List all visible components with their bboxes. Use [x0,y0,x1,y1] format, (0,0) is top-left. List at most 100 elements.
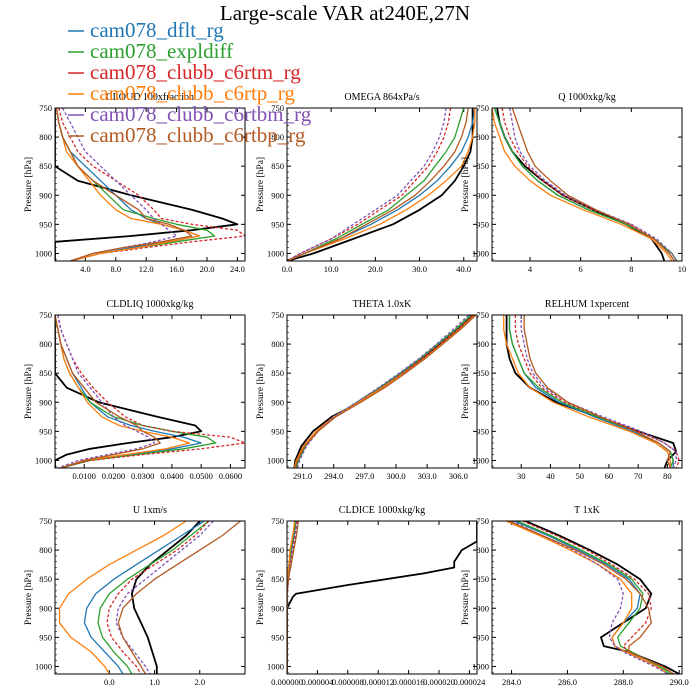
y-axis-label-cldliq: Pressure [hPa] [24,364,34,419]
y-tick-label-omega-850: 850 [271,161,284,171]
x-tick-label-cldice-0: 0.000000 [271,677,303,687]
x-tick-label-t-1: 286.0 [558,677,577,687]
x-tick-label-t-3: 290.0 [670,677,689,687]
series-line-u-c6rtm [106,521,210,674]
panel-u: U 1xm/s Pressure [hPa] 750 800 850 900 950 1000… [24,505,246,687]
series-line-t-expldiff [516,521,672,674]
series-line-q-obs [496,108,666,261]
panel-relhum: RELHUM 1xpercent Pressure [hPa] 750 800 850 9… [461,299,683,481]
panel-cldice: CLDICE 1000xkg/kg Pressure [hPa] 750 800 850… [256,505,486,687]
y-axis-label-u: Pressure [hPa] [24,570,34,625]
plot-frame-cloud [54,107,246,262]
panel-cldliq: CLDLIQ 1000xkg/kg Pressure [hPa] 750 800 850… [24,299,246,481]
y-tick-label-theta-900: 900 [271,397,284,407]
x-tick-label-cldice-6: 0.000024 [453,677,486,687]
legend-item: cam078_clubb_c6rtbm_rg [68,102,312,126]
series-line-t-c6rtbm [511,521,669,674]
panel-title-theta: THETA 1.0xK [353,299,412,310]
x-tick-label-relhum-1: 40 [546,471,555,481]
y-tick-label-relhum-900: 900 [476,397,489,407]
series-group-cldliq [55,315,245,468]
y-tick-label-t-1000: 1000 [472,661,489,671]
x-tick-label-cldliq-2: 0.0300 [131,471,154,481]
x-tick-label-cldliq-3: 0.0400 [160,471,183,481]
y-tick-label-cldice-900: 900 [271,603,284,613]
series-line-relhum-dflt [508,315,674,468]
panel-title-u: U 1xm/s [133,505,167,516]
x-tick-label-u-0: 0.0 [104,677,115,687]
x-tick-label-u-1: 1.0 [149,677,160,687]
x-tick-label-cloud-2: 12.0 [139,264,154,274]
series-line-theta-expldiff [295,315,472,468]
y-tick-label-cldice-950: 950 [271,632,284,642]
series-line-u-c6rtbm [115,521,214,674]
panel-grid: CLOUD 100xfraction Pressure [hPa] 750 800 85… [24,92,689,687]
y-axis-label-t: Pressure [hPa] [461,570,471,625]
plot-frame-theta [286,314,478,469]
y-tick-label-relhum-850: 850 [476,368,489,378]
series-group-cldice [287,521,477,674]
plot-frame-q [491,107,683,262]
x-tick-label-cldliq-5: 0.0600 [219,471,242,481]
series-line-omega-expldiff [287,108,465,261]
panel-title-cloud: CLOUD 100xfraction [106,92,194,103]
y-tick-label-cldice-800: 800 [271,545,284,555]
legend: cam078_dflt_rgcam078_expldiffcam078_club… [68,18,312,147]
x-tick-label-cldliq-0: 0.0100 [73,471,96,481]
series-line-theta-c6rtbm [296,315,470,468]
series-line-t-c6rtbp [508,521,674,674]
series-line-cldliq-c6rtbm [57,315,156,468]
panel-q: Q 1000xkg/kg Pressure [hPa] 750 800 850 900 95… [461,92,686,274]
y-tick-label-theta-800: 800 [271,339,284,349]
y-tick-label-cloud-800: 800 [39,132,52,142]
series-line-t-c6rtm [522,521,674,674]
y-tick-label-relhum-950: 950 [476,426,489,436]
series-line-u-c6rtp [58,521,187,674]
y-tick-label-u-1000: 1000 [35,661,52,671]
x-tick-label-cldliq-4: 0.0500 [189,471,212,481]
y-tick-label-cloud-950: 950 [39,219,52,229]
series-line-theta-c6rtbp [294,315,477,468]
y-tick-label-t-750: 750 [476,516,489,526]
panel-title-q: Q 1000xkg/kg [558,92,616,103]
y-tick-label-omega-750: 750 [271,103,284,113]
series-line-omega-c6rtp [287,108,476,261]
series-line-cldice-c6rtbm [287,521,299,674]
x-tick-label-relhum-2: 50 [575,471,584,481]
series-line-relhum-expldiff [508,315,674,468]
x-tick-label-omega-0: 0.0 [282,264,293,274]
y-tick-label-relhum-800: 800 [476,339,489,349]
y-tick-label-t-850: 850 [476,574,489,584]
series-line-omega-c6rtbp [287,108,469,261]
x-tick-label-t-0: 284.0 [502,677,521,687]
series-line-cldliq-c6rtp [55,315,191,468]
y-tick-label-relhum-750: 750 [476,310,489,320]
y-tick-label-theta-750: 750 [271,310,284,320]
y-tick-label-cldliq-850: 850 [39,368,52,378]
x-tick-label-cldice-1: 0.000004 [301,677,334,687]
plot-frame-cldliq [54,314,246,469]
legend-label: cam078_clubb_c6rtm_rg [90,60,301,84]
series-group-q [492,108,678,261]
x-tick-label-q-0: 4 [528,264,533,274]
legend-label: cam078_expldiff [90,39,233,63]
x-tick-label-omega-3: 30.0 [412,264,427,274]
series-line-u-expldiff [97,521,210,674]
y-tick-label-u-750: 750 [39,516,52,526]
x-tick-label-cloud-3: 16.0 [169,264,184,274]
series-line-u-dflt [83,521,205,674]
x-tick-label-cldice-5: 0.000020 [423,677,455,687]
x-tick-label-relhum-0: 30 [517,471,526,481]
x-tick-label-theta-2: 297.0 [355,471,374,481]
y-tick-label-u-800: 800 [39,545,52,555]
x-tick-label-theta-5: 306.0 [449,471,468,481]
y-tick-label-q-800: 800 [476,132,489,142]
panel-omega: OMEGA 864xPa/s Pressure [hPa] 750 800 850 900… [256,92,478,274]
series-line-q-c6rtp [492,108,673,261]
x-tick-label-q-3: 10 [678,264,687,274]
plot-frame-cldice [286,520,478,675]
y-tick-label-cloud-850: 850 [39,161,52,171]
series-line-q-c6rtbm [509,108,678,261]
plot-frame-u [54,520,246,675]
series-group-relhum [503,315,680,468]
